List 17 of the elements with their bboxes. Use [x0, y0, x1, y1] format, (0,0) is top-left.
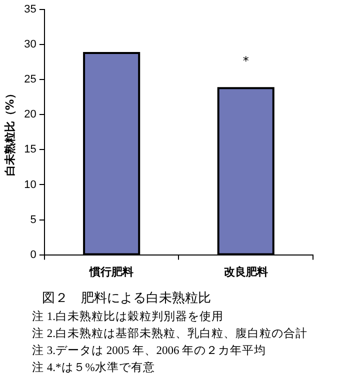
text: 注 2.白未熟粒は基部未熟粒、乳白粒、腹白粒の合計	[32, 326, 308, 341]
y-axis-title: 白未熟粒比（%）	[3, 88, 16, 176]
y-tick-label: 35	[24, 4, 36, 16]
y-tick-label: 30	[24, 38, 36, 51]
text: 図２ 肥料による白未熟粒比	[42, 289, 212, 307]
y-tick-label: 20	[24, 108, 36, 121]
data-label: *	[242, 54, 249, 68]
y-tick-label: 5	[30, 214, 36, 226]
y-tick-label: 15	[24, 144, 36, 156]
text: 注 4.*は５%水準で有意	[32, 360, 156, 375]
x-tick-label: 改良肥料	[224, 265, 268, 278]
y-tick-label: 10	[24, 178, 36, 191]
x-tick-label: 慣行肥料	[88, 265, 134, 278]
text: 注 1.白未熟粒比は穀粒判別器を使用	[32, 309, 224, 324]
text: 注 3.データは 2005 年、2006 年の２カ年平均	[32, 343, 268, 358]
y-tick-label: 25	[24, 74, 36, 86]
y-tick-label: 0	[30, 248, 36, 261]
